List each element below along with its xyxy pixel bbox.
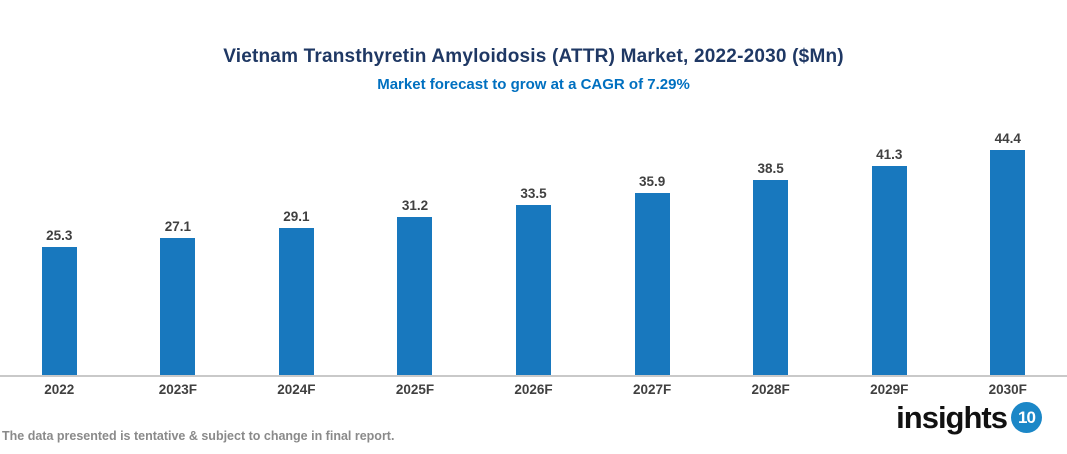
bar <box>41 246 77 375</box>
chart-title: Vietnam Transthyretin Amyloidosis (ATTR)… <box>223 46 844 67</box>
x-axis-tick-label: 2030F <box>988 382 1027 397</box>
x-axis-tick-label: 2025F <box>395 382 435 397</box>
bar-group-2024F: 29.1 <box>237 110 356 375</box>
bar <box>990 150 1026 375</box>
x-axis-tick-label: 2026F <box>514 382 553 397</box>
x-axis-tick-label: 2029F <box>870 382 909 397</box>
insights10-logo: insights 10 <box>896 402 1042 433</box>
bar <box>753 179 789 375</box>
disclaimer-text: The data presented is tentative & subjec… <box>2 429 395 443</box>
bar-group-2028F: 38.5 <box>711 110 830 375</box>
bar-value-label: 33.5 <box>520 186 547 202</box>
x-axis-tick-label: 2024F <box>277 382 316 397</box>
bar-value-label: 25.3 <box>46 227 73 243</box>
bar <box>516 205 552 375</box>
bar-group-2029F: 41.3 <box>830 110 949 375</box>
bar <box>871 165 907 375</box>
bar-group-2023F: 27.1 <box>119 110 238 375</box>
bar <box>278 227 314 375</box>
x-axis-tick-label: 2022 <box>44 382 75 397</box>
logo-circle-icon: 10 <box>1011 402 1042 433</box>
chart-subtitle: Market forecast to grow at a CAGR of 7.2… <box>377 76 690 93</box>
bar-chart: 25.3 27.1 29.1 31.2 33.5 35.9 38.5 41.3 44.4 202… <box>0 110 1067 397</box>
x-axis-tick-label: 2027F <box>632 382 672 397</box>
bar-group-2027F: 35.9 <box>593 110 712 375</box>
x-axis-labels: 2022 2023F 2024F 2025F 2026F 2027F 2028F 2029F 2… <box>0 377 1067 397</box>
bar-value-label: 31.2 <box>401 197 429 213</box>
bar-value-label: 38.5 <box>757 160 784 176</box>
bar-value-label: 44.4 <box>994 131 1021 146</box>
bar-group-2030F: 44.4 <box>949 110 1067 375</box>
bar <box>634 193 670 375</box>
x-axis-tick-label: 2028F <box>751 382 790 397</box>
bar-value-label: 29.1 <box>283 208 310 224</box>
logo-wordmark: insights <box>896 400 1008 435</box>
bar <box>397 216 433 375</box>
bar-group-2025F: 31.2 <box>356 110 475 375</box>
logo-number: 10 <box>1018 407 1036 427</box>
x-axis-tick-label: 2023F <box>158 382 197 397</box>
bar <box>160 237 196 375</box>
x-axis-line <box>0 375 1067 377</box>
bar-group-2026F: 33.5 <box>474 110 593 375</box>
bar-value-label: 27.1 <box>164 218 191 234</box>
bars-row: 25.3 27.1 29.1 31.2 33.5 35.9 38.5 41.3 44.4 <box>0 110 1067 375</box>
bar-group-2022: 25.3 <box>0 110 119 375</box>
bar-value-label: 35.9 <box>638 174 666 190</box>
bar-value-label: 41.3 <box>876 146 903 162</box>
